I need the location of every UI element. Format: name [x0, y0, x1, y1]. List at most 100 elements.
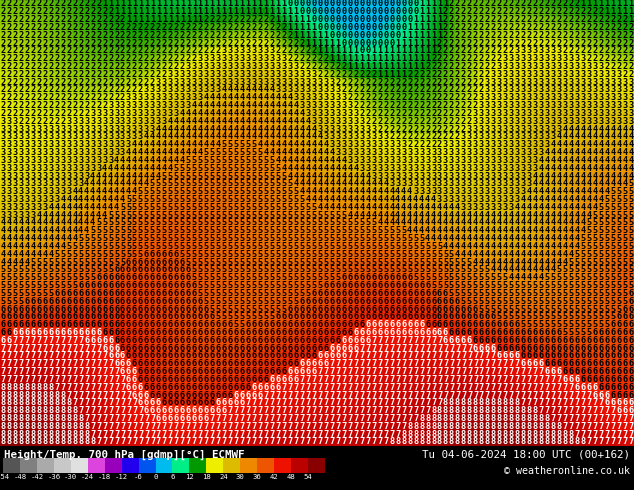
Text: 3: 3: [54, 172, 60, 180]
Text: 2: 2: [18, 54, 23, 63]
Text: 6: 6: [174, 250, 179, 259]
Text: 6: 6: [150, 375, 155, 384]
Text: 4: 4: [1, 234, 6, 243]
Text: 4: 4: [497, 258, 502, 267]
Text: 6: 6: [323, 320, 328, 329]
Text: 6: 6: [234, 351, 239, 361]
Text: 1: 1: [306, 39, 311, 48]
Text: 4: 4: [335, 156, 340, 165]
Text: 5: 5: [191, 266, 197, 274]
Text: 5: 5: [598, 242, 604, 251]
Text: 7: 7: [377, 375, 382, 384]
Text: 7: 7: [419, 359, 424, 368]
Text: 4: 4: [521, 211, 526, 220]
Text: 4: 4: [569, 132, 574, 142]
Text: 6: 6: [574, 359, 580, 368]
Text: 6: 6: [210, 375, 215, 384]
Text: 6: 6: [72, 304, 77, 314]
Text: 2: 2: [48, 117, 53, 126]
Text: 1: 1: [383, 62, 389, 71]
Text: 6: 6: [90, 312, 95, 321]
Text: 0: 0: [377, 0, 382, 8]
Text: 6: 6: [216, 343, 221, 353]
Text: 4: 4: [210, 117, 215, 126]
Text: 4: 4: [515, 219, 520, 227]
Text: 4: 4: [503, 219, 508, 227]
Text: 8: 8: [42, 422, 48, 431]
Text: 7: 7: [347, 422, 353, 431]
Text: 5: 5: [276, 164, 281, 172]
Text: 6: 6: [383, 296, 389, 306]
Text: 2: 2: [533, 23, 538, 32]
Text: 7: 7: [359, 383, 365, 392]
Text: 5: 5: [479, 304, 484, 314]
Text: 8: 8: [413, 430, 418, 439]
Text: 7: 7: [503, 375, 508, 384]
Text: 8: 8: [30, 391, 36, 399]
Text: 2: 2: [60, 0, 65, 8]
Text: 4: 4: [574, 124, 580, 134]
Text: 6: 6: [174, 406, 179, 415]
Text: 2: 2: [78, 54, 83, 63]
Text: 3: 3: [287, 62, 293, 71]
Text: 7: 7: [48, 336, 53, 345]
Text: 3: 3: [36, 124, 41, 134]
Text: 3: 3: [473, 124, 478, 134]
Text: 2: 2: [1, 54, 6, 63]
Text: 6: 6: [521, 343, 526, 353]
Text: 2: 2: [533, 31, 538, 40]
Text: 1: 1: [419, 0, 424, 8]
Text: 2: 2: [120, 47, 126, 55]
Text: 3: 3: [204, 85, 209, 95]
Text: 4: 4: [306, 124, 311, 134]
Text: 2: 2: [341, 62, 347, 71]
Text: 2: 2: [449, 23, 454, 32]
Text: 1: 1: [318, 31, 323, 40]
Text: 4: 4: [479, 234, 484, 243]
Text: 2: 2: [42, 85, 48, 95]
Text: 7: 7: [234, 406, 239, 415]
Text: 7: 7: [72, 359, 77, 368]
Text: 2: 2: [479, 31, 484, 40]
Text: 7: 7: [78, 367, 83, 376]
Text: 7: 7: [114, 406, 119, 415]
Text: 7: 7: [66, 351, 72, 361]
Text: 3: 3: [569, 70, 574, 79]
Text: 7: 7: [216, 422, 221, 431]
Text: 6: 6: [353, 312, 358, 321]
Text: 2: 2: [425, 62, 430, 71]
Text: 2: 2: [431, 77, 436, 87]
Text: 6: 6: [96, 273, 101, 282]
Text: 6: 6: [318, 336, 323, 345]
Text: 0: 0: [413, 0, 418, 8]
Text: 5: 5: [581, 250, 586, 259]
Text: 4: 4: [210, 101, 215, 110]
Text: 5: 5: [443, 250, 448, 259]
Text: 5: 5: [269, 179, 275, 188]
Text: 2: 2: [48, 23, 53, 32]
Text: 5: 5: [306, 266, 311, 274]
Text: 3: 3: [150, 101, 155, 110]
Text: 8: 8: [521, 414, 526, 423]
Text: 3: 3: [611, 101, 616, 110]
Text: 8: 8: [66, 414, 72, 423]
Text: 2: 2: [413, 109, 418, 118]
Text: 4: 4: [539, 195, 544, 204]
Text: 3: 3: [377, 132, 382, 142]
Text: 4: 4: [461, 242, 466, 251]
Text: 7: 7: [78, 359, 83, 368]
Text: 5: 5: [611, 289, 616, 298]
Text: 3: 3: [12, 172, 18, 180]
Text: 5: 5: [245, 219, 251, 227]
Text: 8: 8: [455, 422, 460, 431]
Text: 3: 3: [222, 77, 227, 87]
Text: 6: 6: [371, 328, 377, 337]
Text: 5: 5: [371, 258, 377, 267]
Text: 4: 4: [150, 164, 155, 172]
Text: 3: 3: [347, 156, 353, 165]
Text: 6: 6: [257, 351, 263, 361]
Text: 1: 1: [611, 0, 616, 8]
Text: 7: 7: [389, 359, 394, 368]
Text: 2: 2: [30, 23, 36, 32]
Text: 1: 1: [216, 0, 221, 8]
